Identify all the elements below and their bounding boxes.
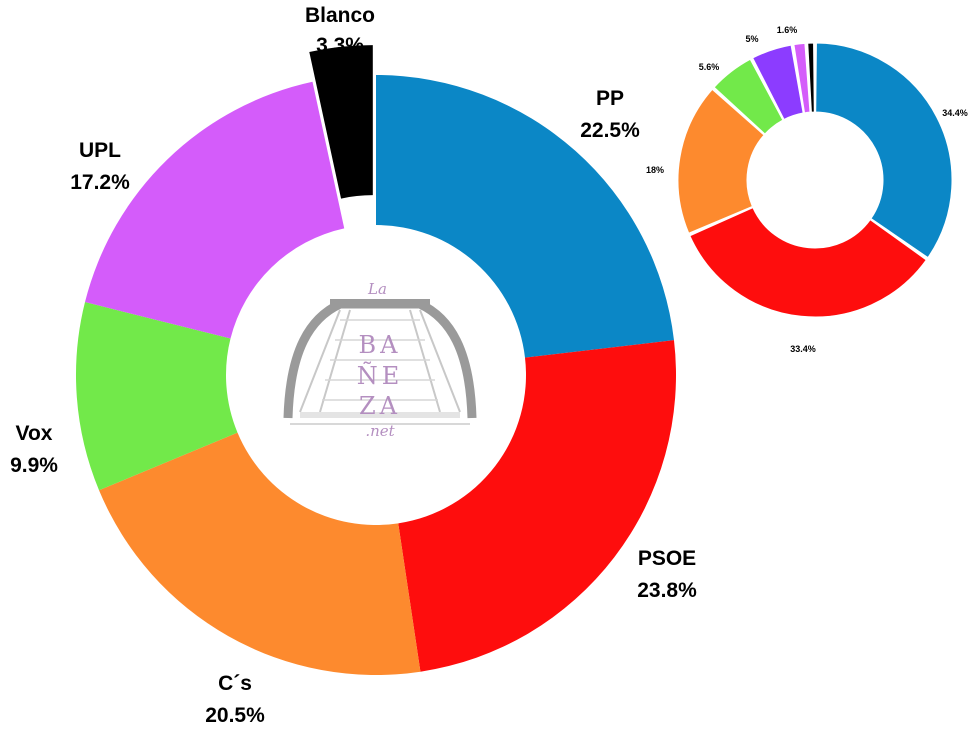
bridge-icon [283,299,477,425]
label-vox-name: Vox [16,422,53,445]
slice-blanco [309,45,373,199]
main-donut-labels: PP 22.5% PSOE 23.8% C´s 20.5% Vox 9.9% UPL 17.2% B… [10,4,697,727]
small-label-upl-value: 1.6% [777,25,798,35]
small-label-psoe-value: 33.4% [790,344,816,354]
small-slice-otros [752,44,804,121]
small-slice-vox [713,58,784,135]
slice-upl [85,81,345,339]
label-cs-value: 20.5% [205,704,265,727]
slice-pp [376,75,674,358]
label-pp-name: PP [596,87,624,110]
logo-line-1: BA [359,331,402,359]
small-slice-cs [677,88,765,234]
secondary-donut-chart [677,42,953,318]
label-pp-value: 22.5% [580,119,640,142]
logo-line-3: ZA [359,392,401,420]
secondary-donut-labels: 34.4% 33.4% 18% 5.6% 5% 1.6% [646,25,968,354]
label-cs-name: C´s [218,672,252,695]
slice-cs [99,432,421,676]
small-label-cs-value: 18% [646,165,664,175]
slice-vox [76,302,238,491]
small-label-otros-value: 5% [745,34,758,44]
label-blanco-name: Blanco [305,4,375,27]
label-blanco-value: 3.3% [316,34,364,57]
small-slice-pp [815,42,953,259]
logo-prefix: La [367,280,387,298]
main-donut-chart [76,45,676,676]
label-psoe-name: PSOE [638,547,696,570]
logo-suffix: .net [365,422,395,440]
small-slice-psoe [689,207,927,318]
label-upl-value: 17.2% [70,171,130,194]
small-label-vox-value: 5.6% [699,62,720,72]
small-slice-blanco [807,42,815,113]
label-vox-value: 9.9% [10,454,58,477]
slice-psoe [398,340,676,672]
small-label-pp-value: 34.4% [942,108,968,118]
label-upl-name: UPL [79,139,121,162]
small-slice-upl [793,42,811,114]
label-psoe-value: 23.8% [637,579,697,602]
logo-line-2: ÑE [357,360,404,390]
la-baneza-logo: La BA ÑE ZA .net [283,280,477,440]
